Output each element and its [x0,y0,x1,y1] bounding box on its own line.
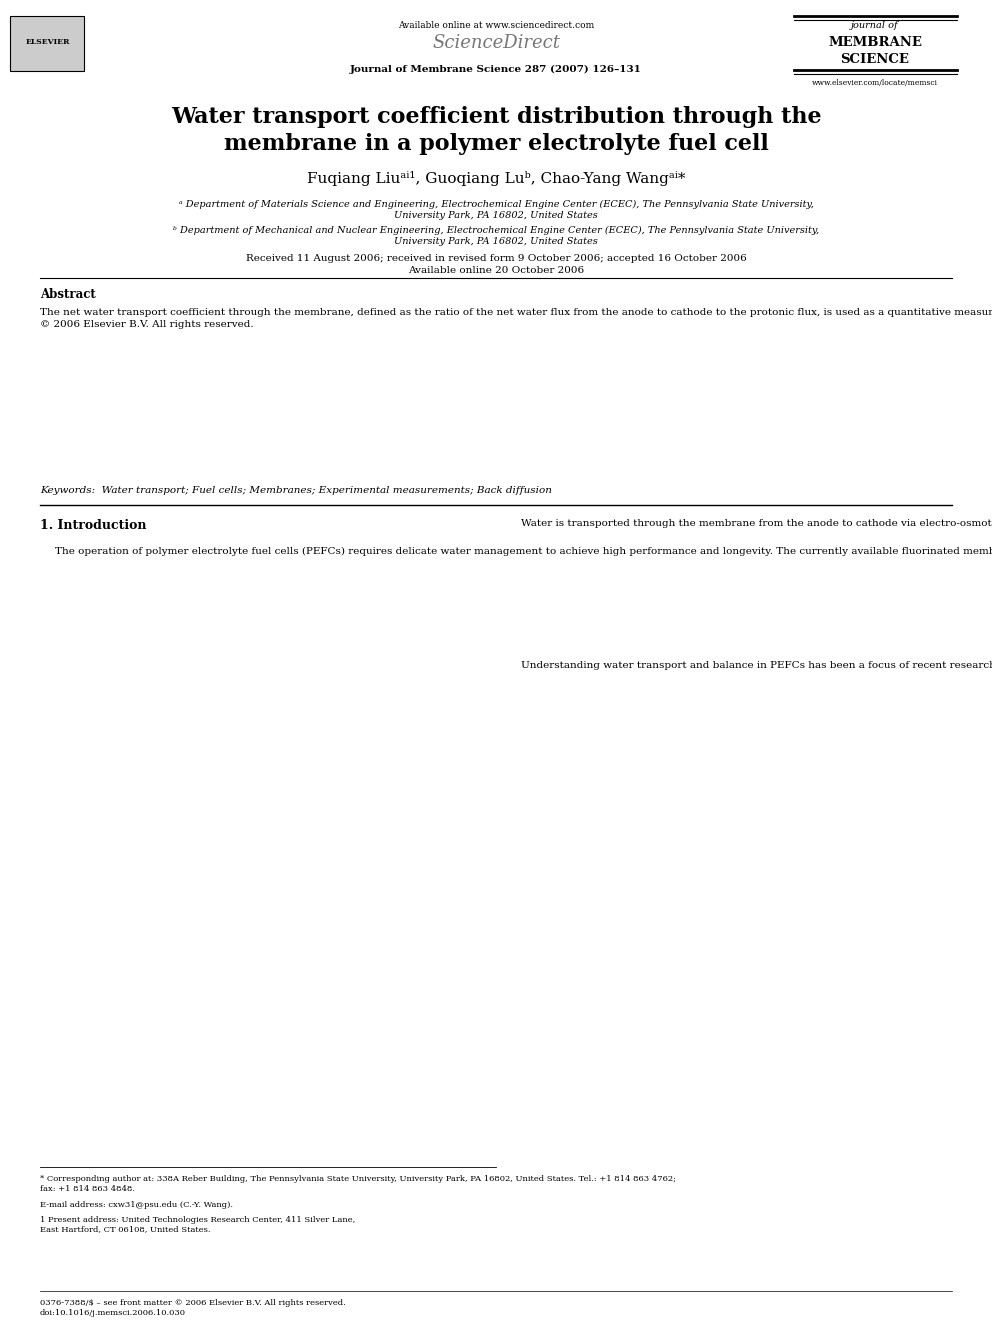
Text: Understanding water transport and balance in PEFCs has been a focus of recent re: Understanding water transport and balanc… [521,662,992,671]
Text: Water is transported through the membrane from the anode to cathode via electro-: Water is transported through the membran… [521,519,992,528]
Text: Keywords:  Water transport; Fuel cells; Membranes; Experimental measurements; Ba: Keywords: Water transport; Fuel cells; M… [40,486,552,495]
Text: 1 Present address: United Technologies Research Center, 411 Silver Lane,
East Ha: 1 Present address: United Technologies R… [40,1216,355,1233]
Text: 0376-7388/$ – see front matter © 2006 Elsevier B.V. All rights reserved.
doi:10.: 0376-7388/$ – see front matter © 2006 El… [40,1299,345,1316]
Text: Received 11 August 2006; received in revised form 9 October 2006; accepted 16 Oc: Received 11 August 2006; received in rev… [246,254,746,275]
Text: ELSEVIER: ELSEVIER [26,38,69,46]
Text: ᵇ Department of Mechanical and Nuclear Engineering, Electrochemical Engine Cente: ᵇ Department of Mechanical and Nuclear E… [173,226,819,246]
Text: 1. Introduction: 1. Introduction [40,519,146,532]
Text: Water transport coefficient distribution through the
membrane in a polymer elect: Water transport coefficient distribution… [171,106,821,155]
Text: SCIENCE: SCIENCE [840,53,910,66]
Text: MEMBRANE: MEMBRANE [828,36,922,49]
Text: ScienceDirect: ScienceDirect [432,34,560,53]
Text: The operation of polymer electrolyte fuel cells (PEFCs) requires delicate water : The operation of polymer electrolyte fue… [55,546,992,556]
Text: The net water transport coefficient through the membrane, defined as the ratio o: The net water transport coefficient thro… [40,308,992,329]
Text: ᵃ Department of Materials Science and Engineering, Electrochemical Engine Center: ᵃ Department of Materials Science and En… [179,200,813,220]
Text: www.elsevier.com/locate/memsci: www.elsevier.com/locate/memsci [811,79,938,87]
Text: * Corresponding author at: 338A Reber Building, The Pennsylvania State Universit: * Corresponding author at: 338A Reber Bu… [40,1175,676,1192]
Text: Abstract: Abstract [40,288,95,302]
Text: Available online at www.sciencedirect.com: Available online at www.sciencedirect.co… [398,21,594,30]
FancyBboxPatch shape [10,16,84,71]
Text: E-mail address: cxw31@psu.edu (C.-Y. Wang).: E-mail address: cxw31@psu.edu (C.-Y. Wan… [40,1201,233,1209]
Text: journal of: journal of [851,21,899,30]
Text: Fuqiang Liuᵃⁱ¹, Guoqiang Luᵇ, Chao-Yang Wangᵃⁱ*: Fuqiang Liuᵃⁱ¹, Guoqiang Luᵇ, Chao-Yang … [307,171,685,185]
Text: Journal of Membrane Science 287 (2007) 126–131: Journal of Membrane Science 287 (2007) 1… [350,65,642,74]
